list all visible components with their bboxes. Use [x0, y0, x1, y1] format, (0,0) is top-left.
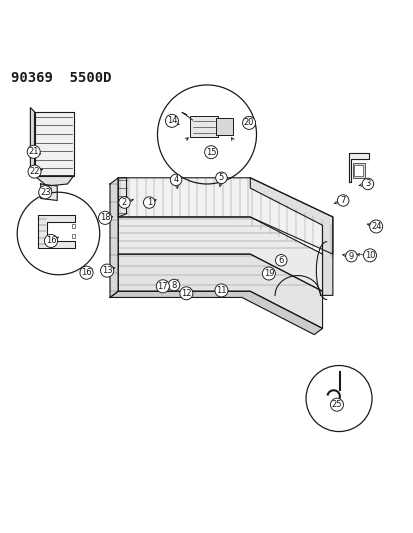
Text: 21: 21: [28, 147, 39, 156]
Text: 7: 7: [339, 196, 345, 205]
Text: 10: 10: [364, 251, 374, 260]
Text: 6: 6: [278, 256, 283, 265]
Text: 4: 4: [173, 175, 178, 184]
Text: 20: 20: [243, 118, 254, 127]
Polygon shape: [118, 178, 332, 254]
Text: 15: 15: [205, 148, 216, 157]
Polygon shape: [349, 153, 368, 182]
Text: 12: 12: [180, 289, 191, 298]
Bar: [352, 163, 364, 178]
Text: 14: 14: [166, 116, 177, 125]
Text: 3: 3: [364, 180, 370, 189]
Text: 5: 5: [218, 173, 223, 182]
Polygon shape: [38, 215, 75, 248]
Bar: [71, 235, 74, 238]
Text: 2: 2: [121, 198, 127, 207]
Text: 1: 1: [146, 198, 152, 207]
Text: 22: 22: [29, 167, 40, 176]
Text: 90369  5500D: 90369 5500D: [11, 70, 111, 85]
Text: 9: 9: [348, 252, 353, 261]
Polygon shape: [118, 217, 322, 291]
FancyBboxPatch shape: [189, 116, 218, 138]
Text: 16: 16: [81, 268, 92, 277]
Text: 25: 25: [331, 400, 342, 409]
Text: 23: 23: [40, 188, 50, 197]
Text: 17: 17: [157, 282, 168, 291]
Polygon shape: [30, 108, 34, 176]
Polygon shape: [250, 178, 332, 295]
Text: 8: 8: [171, 280, 176, 289]
Text: 19: 19: [263, 269, 273, 278]
FancyBboxPatch shape: [216, 118, 232, 135]
Text: 24: 24: [370, 222, 380, 231]
Bar: [354, 165, 362, 176]
Polygon shape: [110, 291, 322, 335]
Bar: [71, 224, 74, 228]
Text: 11: 11: [216, 286, 226, 295]
Polygon shape: [34, 112, 74, 176]
Text: 18: 18: [100, 213, 110, 222]
Polygon shape: [118, 178, 126, 217]
Polygon shape: [40, 184, 57, 200]
Polygon shape: [118, 254, 322, 328]
Text: 16: 16: [45, 237, 56, 245]
Text: 13: 13: [102, 266, 112, 275]
Polygon shape: [34, 176, 74, 186]
Polygon shape: [110, 178, 118, 297]
